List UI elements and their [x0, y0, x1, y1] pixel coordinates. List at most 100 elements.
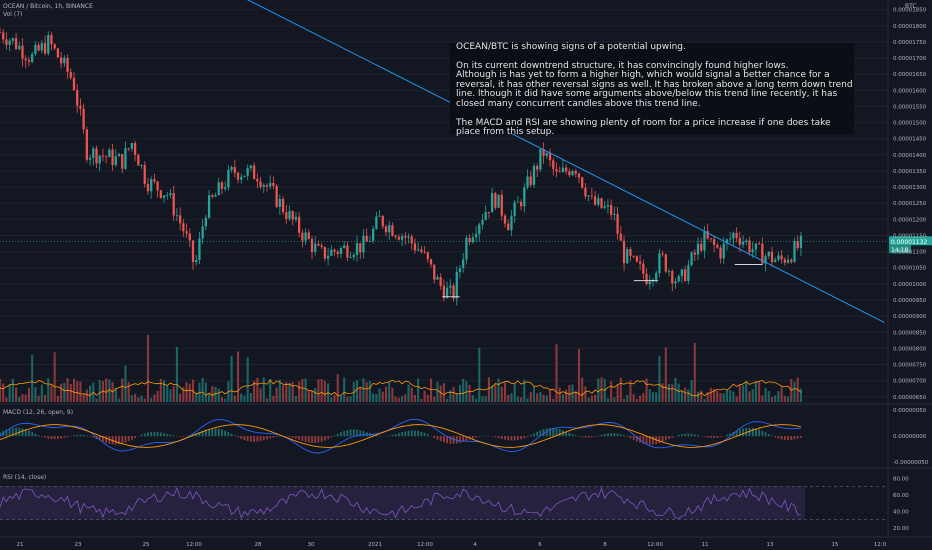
volume-bar	[417, 378, 420, 402]
macd-histogram-bar	[340, 432, 342, 437]
macd-histogram-bar	[516, 436, 519, 441]
candle-body	[491, 193, 494, 213]
candle-body	[63, 57, 66, 64]
volume-bar	[690, 380, 693, 402]
price-tick-label: 0.00001500	[893, 121, 927, 127]
candle-body	[92, 148, 95, 158]
macd-histogram-bar	[539, 430, 542, 437]
candle-body	[613, 213, 616, 215]
candle-body	[741, 241, 745, 245]
candle-body	[574, 171, 577, 174]
volume-bar	[98, 379, 101, 402]
macd-histogram-bar	[533, 433, 535, 437]
volume-bar	[317, 379, 320, 402]
time-tick-label: 23	[75, 542, 82, 548]
candle-body	[761, 243, 764, 264]
macd-histogram-bar	[597, 435, 600, 437]
macd-histogram-bar	[542, 429, 545, 437]
macd-histogram-bar	[443, 436, 445, 443]
volume-bar	[117, 398, 121, 402]
macd-histogram-bar	[333, 435, 336, 437]
candle-body	[764, 256, 767, 264]
macd-label: MACD (12, 26, open, 9)	[3, 409, 74, 416]
volume-bar	[24, 394, 27, 402]
candle-body	[291, 211, 294, 220]
time-tick-label: 25	[143, 542, 150, 548]
macd-histogram-bar	[275, 436, 278, 437]
volume-bar	[738, 384, 741, 402]
candle-body	[365, 235, 368, 242]
macd-histogram-bar	[632, 436, 635, 440]
volume-bar	[426, 394, 429, 402]
rsi-tick-label: 40.00	[893, 509, 909, 515]
time-tick-label: 12:00	[647, 542, 663, 548]
volume-bar	[494, 384, 497, 402]
macd-histogram-bar	[40, 436, 43, 437]
candle-body	[198, 238, 201, 260]
volume-bar	[468, 384, 471, 402]
volume-bar	[0, 378, 2, 402]
candle-body	[584, 187, 587, 197]
candle-body	[159, 190, 162, 198]
volume-bar	[63, 382, 66, 402]
macd-histogram-bar	[307, 436, 310, 443]
macd-histogram-bar	[713, 436, 715, 438]
macd-histogram-bar	[204, 429, 207, 437]
macd-histogram-bar	[529, 434, 532, 437]
candle-body	[11, 38, 14, 41]
volume-bar	[491, 385, 494, 402]
candle-body	[76, 90, 79, 106]
macd-tick-label: -0.00000050	[893, 460, 929, 466]
price-tick-label: 0.00001550	[893, 104, 927, 110]
candle-body	[394, 235, 397, 237]
candle-body	[314, 243, 317, 252]
candle-body	[252, 165, 256, 180]
macd-histogram-bar	[288, 436, 291, 438]
candle-body	[185, 231, 188, 234]
macd-histogram-bar	[378, 435, 381, 437]
candle-body	[14, 38, 18, 50]
volume-bar	[169, 389, 172, 402]
candle-body	[278, 199, 281, 207]
candle-body	[500, 194, 503, 216]
candle-body	[227, 169, 230, 188]
macd-histogram-bar	[85, 435, 88, 437]
candle-body	[748, 240, 751, 253]
volume-bar	[72, 378, 76, 402]
candle-body	[716, 245, 719, 248]
volume-bar	[53, 352, 56, 402]
macd-histogram-bar	[92, 436, 95, 438]
candle-body	[240, 176, 243, 180]
time-tick-label: 2021	[368, 542, 382, 548]
volume-bar	[362, 378, 365, 402]
volume-bar	[304, 378, 307, 402]
time-tick-label: 4	[473, 542, 477, 548]
candle-body	[69, 71, 72, 78]
macd-histogram-bar	[552, 427, 555, 437]
macd-histogram-bar	[677, 434, 680, 437]
candle-body	[346, 245, 349, 258]
volume-bar	[642, 393, 645, 402]
volume-bar	[262, 377, 265, 402]
volume-label: Vol (7)	[3, 11, 23, 18]
volume-bar	[175, 346, 178, 402]
macd-histogram-bar	[195, 433, 198, 437]
macd-histogram-bar	[250, 436, 252, 442]
candle-body	[793, 241, 796, 262]
volume-bar	[330, 397, 333, 402]
macd-histogram-bar	[565, 431, 568, 437]
candle-body	[224, 187, 227, 189]
macd-histogram-bar	[735, 430, 738, 437]
candle-body	[799, 235, 803, 249]
macd-histogram-bar	[8, 428, 11, 437]
candle-body	[513, 202, 516, 216]
macd-histogram-bar	[436, 436, 439, 440]
candle-body	[217, 182, 220, 196]
macd-histogram-bar	[619, 434, 622, 437]
rsi-tick-label: 60.00	[893, 493, 909, 499]
candle-body	[50, 34, 53, 45]
price-tag-box	[889, 236, 932, 246]
macd-histogram-bar	[635, 436, 638, 442]
volume-bar	[249, 392, 252, 402]
